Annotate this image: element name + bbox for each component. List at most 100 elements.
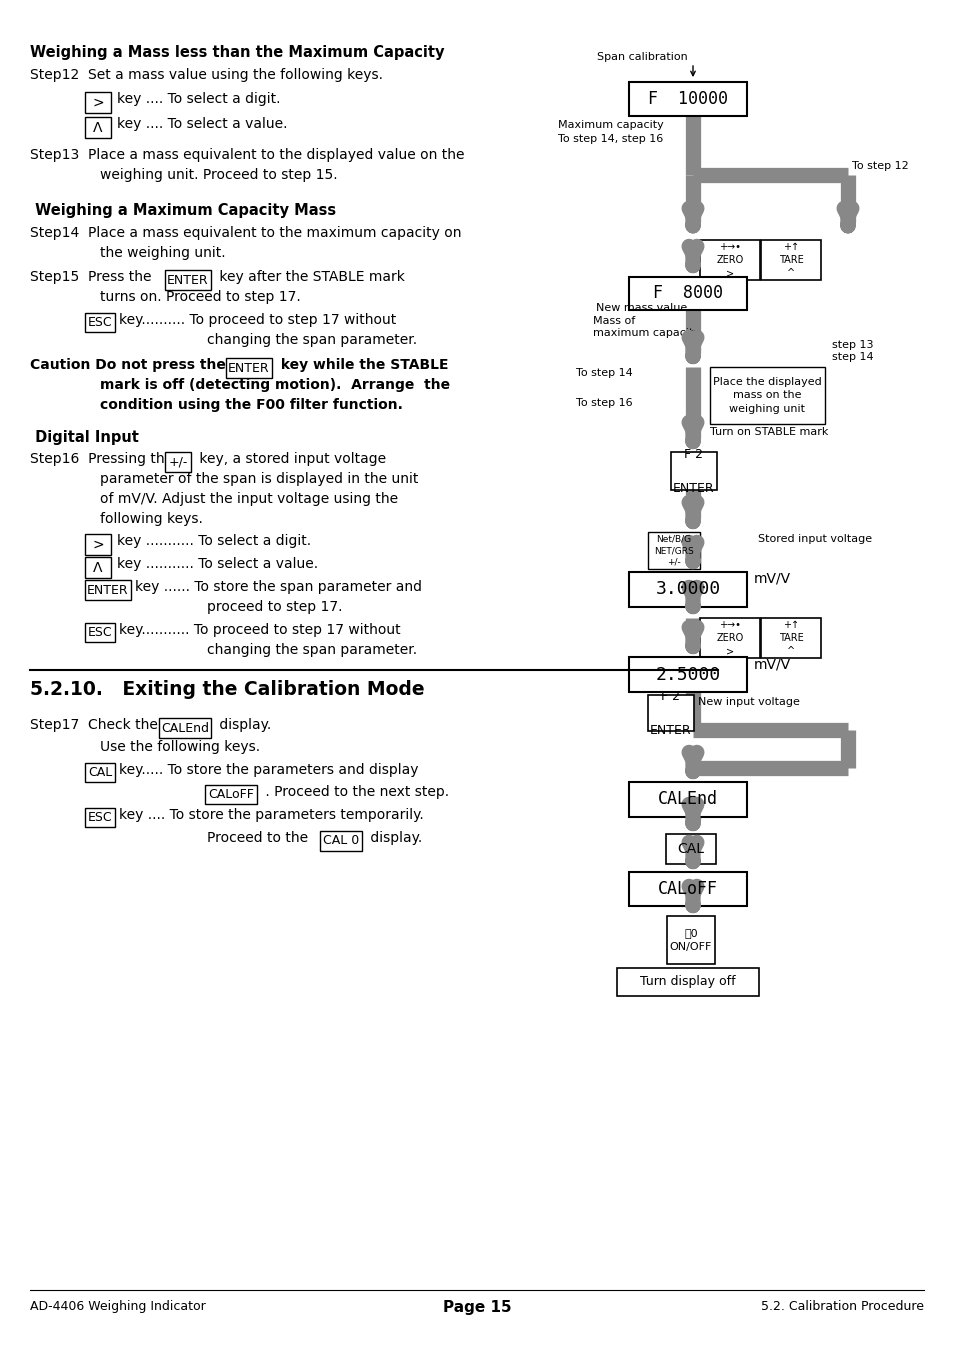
Text: maximum capacity: maximum capacity [593, 328, 700, 338]
Text: 3.0000: 3.0000 [655, 581, 720, 598]
Text: Span calibration: Span calibration [597, 51, 687, 62]
Text: Stored input voltage: Stored input voltage [758, 534, 871, 544]
Bar [85, 313, 115, 332]
Text: Step15  Press the: Step15 Press the [30, 270, 155, 284]
Bar [666, 916, 714, 965]
Text: New mass value: New mass value [596, 303, 686, 313]
Text: key .... To select a value.: key .... To select a value. [117, 118, 287, 131]
Bar [700, 240, 760, 280]
Text: Proceed to the: Proceed to the [207, 831, 313, 844]
Text: key .... To store the parameters temporarily.: key .... To store the parameters tempora… [119, 808, 423, 821]
Bar [85, 808, 115, 827]
Text: +↑
TARE
^: +↑ TARE ^ [778, 242, 802, 278]
Text: key ...... To store the span parameter and: key ...... To store the span parameter a… [135, 580, 421, 594]
Text: Digital Input: Digital Input [30, 430, 139, 444]
Text: proceed to step 17.: proceed to step 17. [207, 600, 342, 613]
Text: Step12  Set a mass value using the following keys.: Step12 Set a mass value using the follow… [30, 68, 382, 82]
Text: Turn on STABLE mark: Turn on STABLE mark [709, 427, 827, 436]
Bar [159, 717, 211, 738]
Text: Page 15: Page 15 [442, 1300, 511, 1315]
Text: To step 14, step 16: To step 14, step 16 [558, 134, 662, 145]
Text: key while the STABLE: key while the STABLE [275, 358, 448, 372]
Text: display.: display. [214, 717, 271, 732]
Text: >: > [92, 538, 104, 551]
Text: following keys.: following keys. [100, 512, 203, 526]
Text: mV/V: mV/V [753, 571, 790, 586]
Text: of mV/V. Adjust the input voltage using the: of mV/V. Adjust the input voltage using … [100, 492, 397, 507]
Bar [665, 834, 716, 865]
Text: ⑑0
ON/OFF: ⑑0 ON/OFF [669, 928, 712, 951]
Text: the weighing unit.: the weighing unit. [100, 246, 226, 259]
Text: turns on. Proceed to step 17.: turns on. Proceed to step 17. [100, 290, 300, 304]
Text: Step13  Place a mass equivalent to the displayed value on the: Step13 Place a mass equivalent to the di… [30, 149, 464, 162]
Bar [85, 763, 115, 782]
Text: ENTER: ENTER [87, 584, 129, 597]
Text: To step 14: To step 14 [576, 367, 632, 378]
Text: display.: display. [366, 831, 422, 844]
Bar [319, 831, 361, 851]
Text: Step16  Pressing the: Step16 Pressing the [30, 453, 177, 466]
Text: key.......... To proceed to step 17 without: key.......... To proceed to step 17 with… [119, 313, 395, 327]
Text: CALEnd: CALEnd [161, 721, 209, 735]
Text: condition using the F00 filter function.: condition using the F00 filter function. [100, 399, 402, 412]
Text: Step14  Place a mass equivalent to the maximum capacity on: Step14 Place a mass equivalent to the ma… [30, 226, 461, 240]
Text: key after the STABLE mark: key after the STABLE mark [214, 270, 404, 284]
Text: . Proceed to the next step.: . Proceed to the next step. [261, 785, 449, 798]
Bar [85, 92, 111, 113]
Text: Turn display off: Turn display off [639, 975, 735, 989]
Text: CAL 0: CAL 0 [322, 835, 358, 847]
Bar [85, 534, 111, 555]
Text: Use the following keys.: Use the following keys. [100, 740, 260, 754]
Text: CAL: CAL [677, 842, 703, 857]
Text: key ........... To select a value.: key ........... To select a value. [117, 557, 317, 571]
Bar [165, 453, 191, 471]
Text: step 13: step 13 [831, 340, 873, 350]
Bar [670, 453, 717, 490]
Bar [617, 969, 759, 996]
Text: F  8000: F 8000 [652, 285, 722, 303]
Text: Λ: Λ [93, 561, 103, 574]
Text: CALoFF: CALoFF [208, 788, 253, 801]
Text: changing the span parameter.: changing the span parameter. [207, 643, 416, 657]
Text: Weighing a Maximum Capacity Mass: Weighing a Maximum Capacity Mass [30, 203, 335, 218]
Bar [700, 617, 760, 658]
Text: Net/B/G
NET/GRS
+/-: Net/B/G NET/GRS +/- [654, 534, 693, 567]
Text: weighing unit. Proceed to step 15.: weighing unit. Proceed to step 15. [100, 168, 337, 182]
Text: To step 12: To step 12 [851, 161, 908, 172]
Text: +→•
ZERO
>: +→• ZERO > [716, 242, 742, 278]
Text: mV/V: mV/V [753, 657, 790, 671]
Text: +/-: +/- [168, 455, 188, 469]
Bar [628, 82, 746, 116]
Text: F 2

ENTER: F 2 ENTER [673, 447, 714, 494]
Bar [709, 367, 824, 424]
Text: CALoFF: CALoFF [658, 880, 718, 898]
Text: Mass of: Mass of [593, 316, 635, 326]
Bar [760, 617, 821, 658]
Bar [628, 871, 746, 907]
Text: changing the span parameter.: changing the span parameter. [207, 332, 416, 347]
Text: CALEnd: CALEnd [658, 790, 718, 808]
Bar [205, 785, 256, 804]
Text: 2.5000: 2.5000 [655, 666, 720, 684]
Bar [628, 657, 746, 692]
Bar [647, 532, 700, 569]
Text: AD-4406 Weighing Indicator: AD-4406 Weighing Indicator [30, 1300, 206, 1313]
Text: ESC: ESC [88, 626, 112, 639]
Text: 5.2.10.   Exiting the Calibration Mode: 5.2.10. Exiting the Calibration Mode [30, 680, 424, 698]
Text: key .... To select a digit.: key .... To select a digit. [117, 92, 280, 105]
Text: >: > [92, 96, 104, 109]
Bar [85, 557, 111, 578]
Bar [628, 277, 746, 309]
Text: mark is off (detecting motion).  Arrange  the: mark is off (detecting motion). Arrange … [100, 378, 450, 392]
Text: To step 16: To step 16 [576, 399, 632, 408]
Bar [760, 240, 821, 280]
Text: Λ: Λ [93, 120, 103, 135]
Bar [647, 694, 693, 731]
Bar [165, 270, 211, 290]
Bar [628, 571, 746, 607]
Bar [628, 782, 746, 817]
Text: Caution Do not press the: Caution Do not press the [30, 358, 231, 372]
Text: Maximum capacity: Maximum capacity [558, 120, 663, 130]
Text: ESC: ESC [88, 811, 112, 824]
Text: parameter of the span is displayed in the unit: parameter of the span is displayed in th… [100, 471, 418, 486]
